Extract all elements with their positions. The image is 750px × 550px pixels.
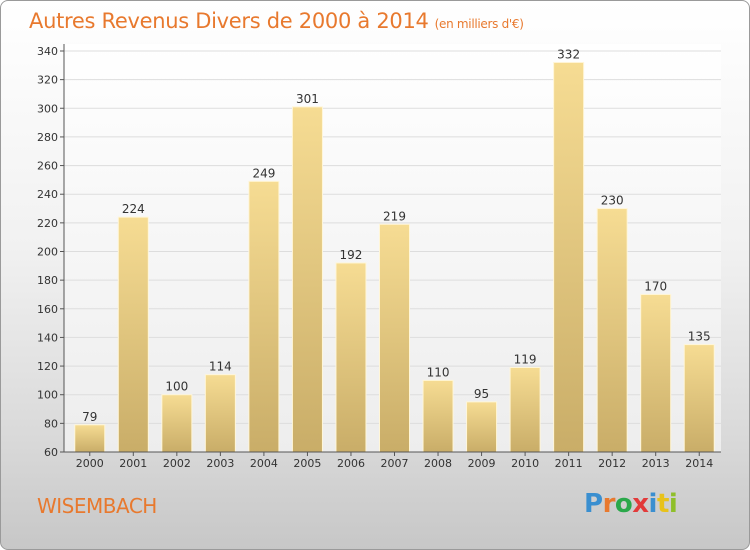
y-tick-label: 180 xyxy=(37,274,58,287)
logo-letter: i xyxy=(648,489,658,519)
value-labels: 79 224 100 114 249 301 192 219 110 95 119 332 230 170… xyxy=(82,47,711,423)
logo-letter: P xyxy=(584,489,603,519)
bar-2003 xyxy=(204,374,236,453)
logo-letter: t xyxy=(656,489,669,519)
x-tick-label-2008: 2008 xyxy=(424,457,452,470)
y-tick-label: 320 xyxy=(37,74,58,87)
x-tick-label-2013: 2013 xyxy=(642,457,670,470)
y-tick-label: 260 xyxy=(37,160,58,173)
bar-2008 xyxy=(422,379,454,453)
y-tick-label: 200 xyxy=(37,246,58,259)
value-label-2010: 119 xyxy=(514,353,537,367)
value-label-2013: 170 xyxy=(644,279,667,293)
bar-2004 xyxy=(248,180,280,453)
x-tick-label-2002: 2002 xyxy=(163,457,191,470)
y-tick-label: 160 xyxy=(37,303,58,316)
bar-2011 xyxy=(553,61,585,453)
value-label-2014: 135 xyxy=(688,330,711,344)
value-label-2009: 95 xyxy=(474,387,489,401)
y-tick-label: 340 xyxy=(37,45,58,58)
y-tick-label: 300 xyxy=(37,102,58,115)
bar-2014 xyxy=(683,344,715,453)
bar-2000 xyxy=(74,424,106,453)
x-tick-label-2006: 2006 xyxy=(337,457,365,470)
x-tick-label-2007: 2007 xyxy=(381,457,409,470)
logo-letter: o xyxy=(614,489,633,519)
x-tick-label-2009: 2009 xyxy=(468,457,496,470)
logo-letter: i xyxy=(668,489,678,519)
commune-name: WISEMBACH xyxy=(37,494,157,518)
x-tick-label-2012: 2012 xyxy=(598,457,626,470)
bar-2009 xyxy=(466,401,498,453)
bar-2002 xyxy=(161,394,193,453)
y-tick-label: 140 xyxy=(37,331,58,344)
chart-title: Autres Revenus Divers de 2000 à 2014 (en … xyxy=(29,9,524,33)
x-tick-label-2010: 2010 xyxy=(511,457,539,470)
y-tick-label: 220 xyxy=(37,217,58,230)
y-axis-ticks: 60 80 100 120 140 160 180 200 220 240 260 280 300 320… xyxy=(37,45,64,459)
y-tick-label: 120 xyxy=(37,360,58,373)
x-axis-ticks: 2000 2001 2002 2003 2004 2005 2006 2007 2008 2009… xyxy=(76,452,713,470)
bar-2010 xyxy=(509,367,541,453)
value-label-2005: 301 xyxy=(296,92,319,106)
x-tick-label-2005: 2005 xyxy=(293,457,321,470)
x-tick-label-2014: 2014 xyxy=(685,457,713,470)
value-label-2011: 332 xyxy=(557,47,580,61)
x-tick-label-2011: 2011 xyxy=(555,457,583,470)
value-label-2000: 79 xyxy=(82,410,97,424)
value-label-2012: 230 xyxy=(601,194,624,208)
proxiti-logo[interactable]: Proxiti xyxy=(584,489,678,519)
value-label-2008: 110 xyxy=(427,365,450,379)
bar-2005 xyxy=(291,106,323,453)
value-label-2001: 224 xyxy=(122,202,145,216)
value-label-2003: 114 xyxy=(209,360,232,374)
bar-2006 xyxy=(335,262,367,453)
chart-title-main: Autres Revenus Divers de 2000 à 2014 xyxy=(29,9,429,33)
x-tick-label-2003: 2003 xyxy=(206,457,234,470)
x-tick-label-2000: 2000 xyxy=(76,457,104,470)
y-tick-label: 100 xyxy=(37,389,58,402)
x-tick-label-2004: 2004 xyxy=(250,457,278,470)
value-label-2007: 219 xyxy=(383,209,406,223)
bar-2012 xyxy=(596,208,628,453)
value-label-2006: 192 xyxy=(340,248,363,262)
logo-letter: x xyxy=(632,489,649,519)
value-label-2002: 100 xyxy=(165,380,188,394)
y-tick-label: 60 xyxy=(44,446,58,459)
y-tick-label: 80 xyxy=(44,417,58,430)
value-label-2004: 249 xyxy=(252,166,275,180)
logo-letter: r xyxy=(602,489,616,519)
bar-2001 xyxy=(117,216,149,453)
x-tick-label-2001: 2001 xyxy=(119,457,147,470)
y-tick-label: 280 xyxy=(37,131,58,144)
chart-title-unit: (en milliers d'€) xyxy=(434,17,524,31)
bars xyxy=(74,61,715,453)
bar-2007 xyxy=(379,223,410,453)
bar-2013 xyxy=(640,293,672,453)
y-tick-label: 240 xyxy=(37,188,58,201)
axes xyxy=(63,44,721,453)
